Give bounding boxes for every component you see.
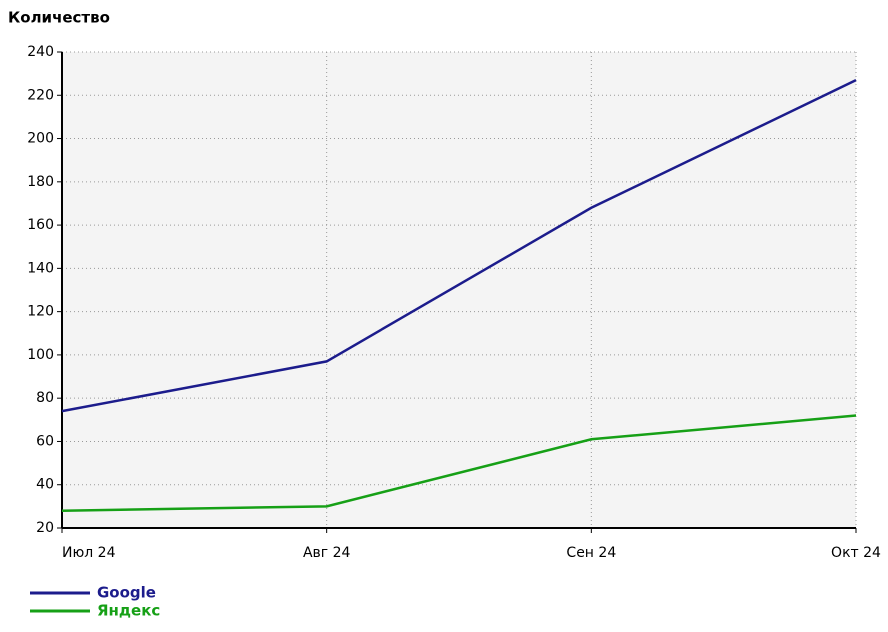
y-tick-label: 120 <box>27 304 54 320</box>
plot-area <box>62 52 856 528</box>
y-tick-label: 20 <box>36 520 54 536</box>
x-tick-label: Июл 24 <box>62 545 116 561</box>
y-axis-label: Количество <box>8 9 110 27</box>
legend-label: Яндекс <box>97 602 160 620</box>
line <box>61 414 857 512</box>
y-tick-label: 140 <box>27 260 54 276</box>
x-tick-label: Окт 24 <box>831 545 881 561</box>
y-tick-label: 40 <box>36 477 54 493</box>
x-tick-label: Сен 24 <box>566 545 616 561</box>
y-tick-label: 220 <box>27 87 54 103</box>
y-tick-label: 60 <box>36 433 54 449</box>
y-tick-label: 80 <box>36 390 54 406</box>
y-tick-label: 240 <box>27 44 54 60</box>
line <box>61 79 857 413</box>
y-tick-label: 160 <box>27 217 54 233</box>
x-tick-label: Авг 24 <box>303 545 351 561</box>
legend-label: Google <box>97 584 156 602</box>
y-tick-label: 100 <box>27 347 54 363</box>
y-tick-label: 180 <box>27 174 54 190</box>
y-tick-label: 200 <box>27 131 54 147</box>
